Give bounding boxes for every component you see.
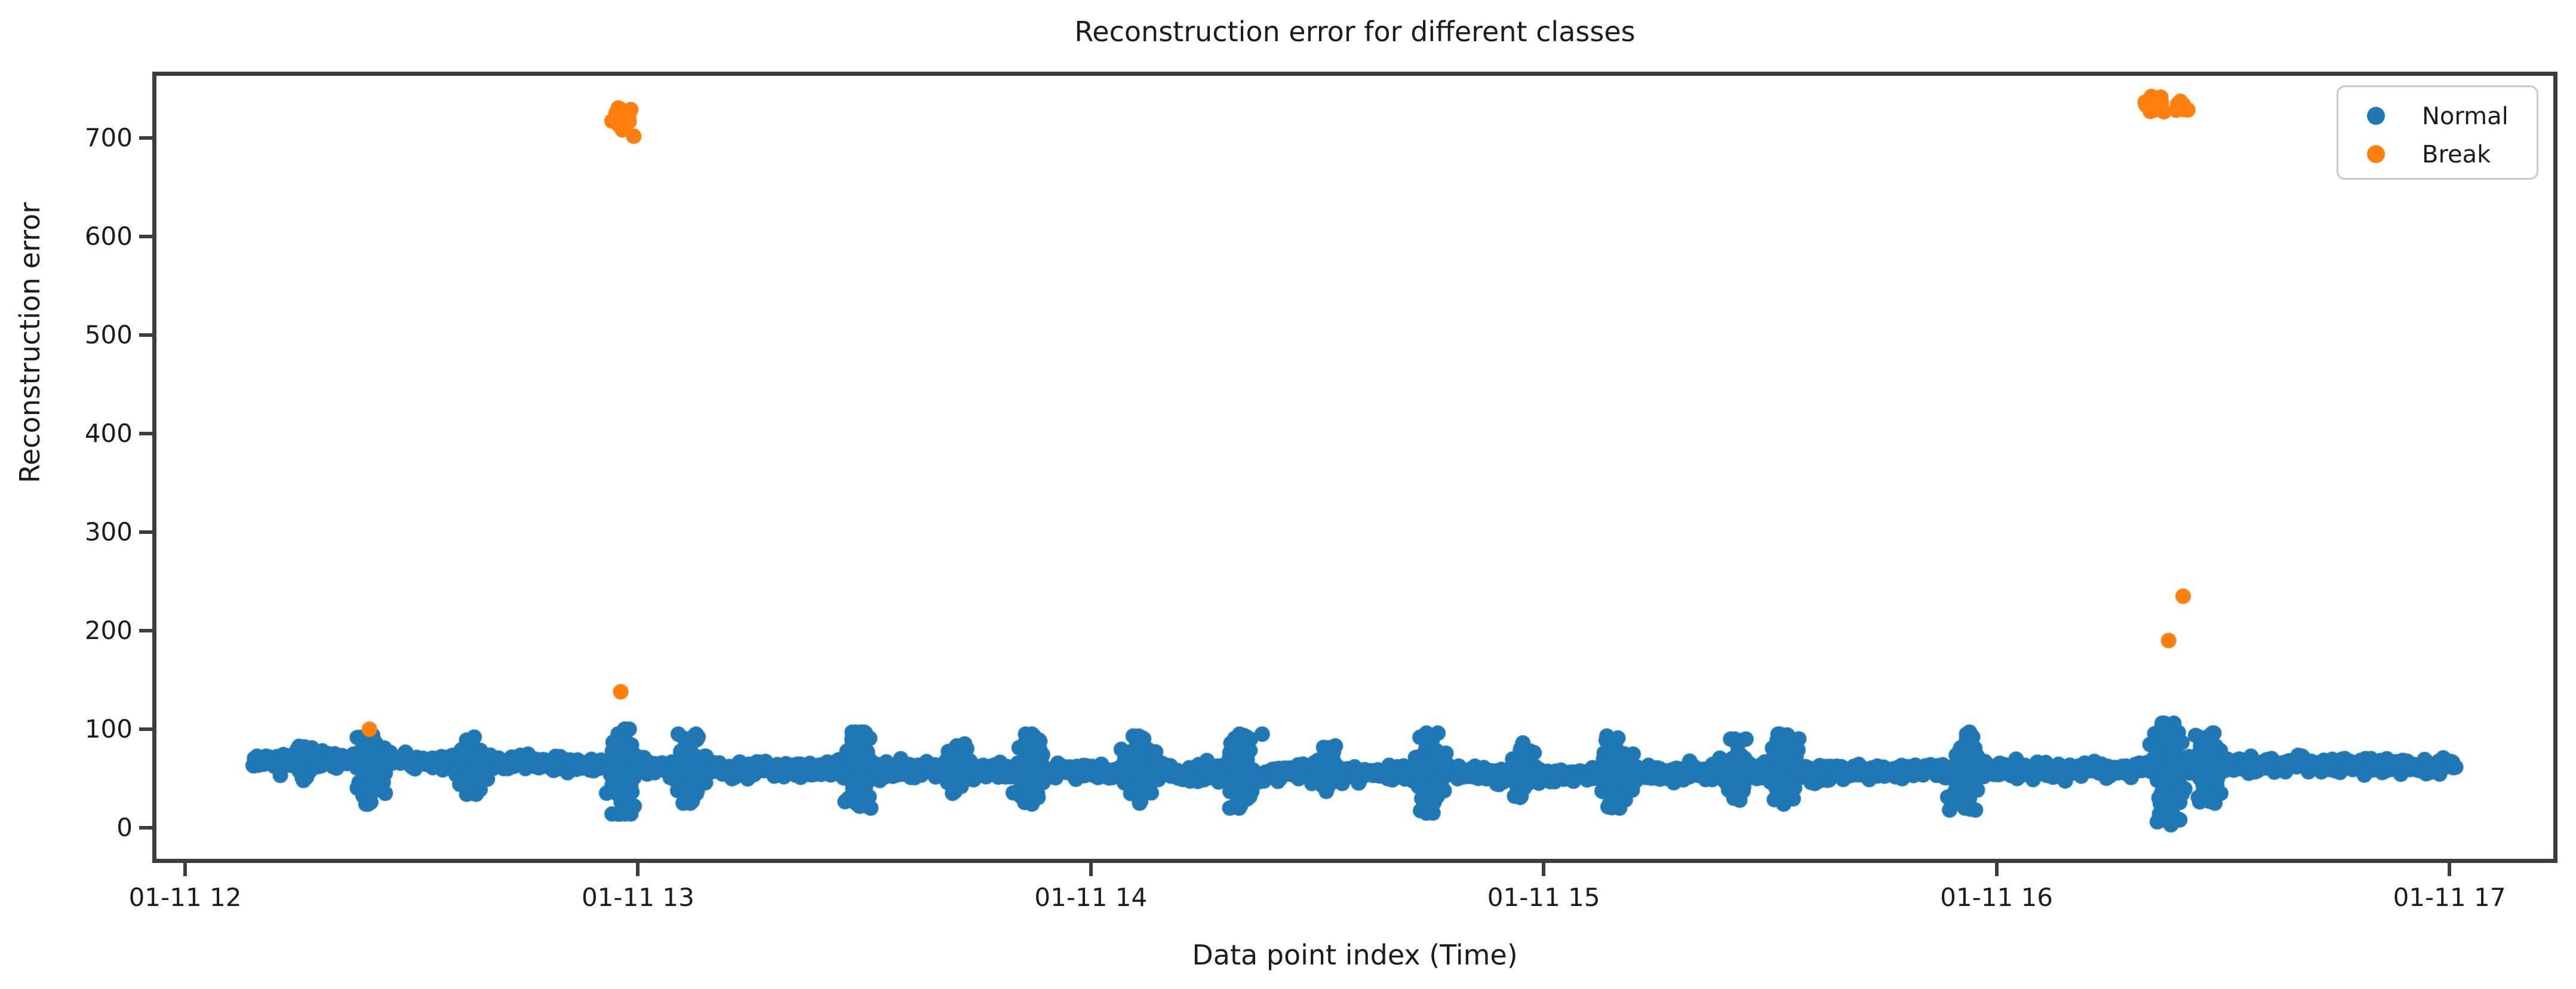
x-tick-label: 01-11 15 [1487,883,1600,912]
x-tick-label: 01-11 16 [1940,883,2054,912]
y-tick-mark [139,530,152,534]
y-tick-mark [139,826,152,830]
legend-label-break: Break [2422,141,2491,168]
x-tick-mark [183,863,187,876]
chart-title: Reconstruction error for different class… [1074,16,1636,48]
y-tick-label: 300 [84,517,133,546]
y-tick-label: 400 [84,419,133,448]
plot-area [152,72,2557,863]
legend-entry-normal: Normal [2338,98,2537,134]
x-tick-label: 01-11 17 [2393,883,2506,912]
x-tick-label: 01-11 13 [581,883,694,912]
y-tick-label: 600 [84,222,133,251]
y-tick-mark [139,333,152,337]
x-tick-mark [2448,863,2451,876]
break-marker-icon [2367,145,2385,163]
scatter-canvas [156,76,2553,859]
y-tick-mark [139,727,152,731]
y-tick-label: 100 [84,714,133,744]
x-tick-label: 01-11 12 [128,883,242,912]
x-tick-mark [1542,863,1546,876]
y-tick-mark [139,136,152,140]
y-tick-label: 700 [84,123,133,152]
y-tick-mark [139,235,152,238]
normal-marker-icon [2367,107,2385,125]
y-tick-mark [139,432,152,435]
legend: Normal Break [2337,85,2538,180]
y-tick-label: 0 [116,813,133,842]
x-tick-mark [1994,863,1999,876]
legend-entry-break: Break [2338,136,2537,172]
x-tick-label: 01-11 14 [1034,883,1148,912]
legend-label-normal: Normal [2422,103,2509,130]
x-axis-label: Data point index (Time) [1192,939,1518,971]
x-tick-mark [636,863,640,876]
y-tick-label: 500 [84,320,133,349]
y-tick-mark [139,629,152,632]
y-tick-label: 200 [84,616,133,645]
x-tick-mark [1089,863,1093,876]
